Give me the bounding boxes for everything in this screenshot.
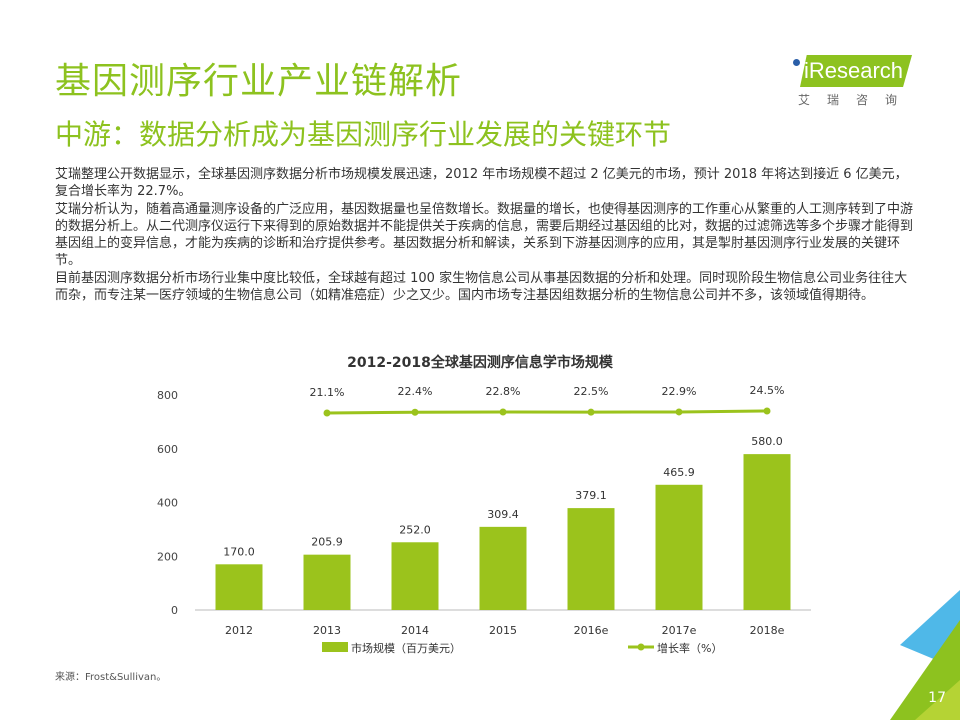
logo-cn: 艾瑞咨询 <box>798 93 915 107</box>
page-title: 基因测序行业产业链解析 <box>55 61 463 102</box>
bar-data-label: 379.1 <box>575 489 607 502</box>
growth-point <box>763 407 771 415</box>
x-tick-label: 2013 <box>313 624 341 637</box>
y-tick-label: 800 <box>157 389 178 402</box>
bar <box>303 554 351 610</box>
legend-line-marker <box>637 643 645 651</box>
corner-decoration <box>890 590 960 720</box>
bar <box>215 564 263 610</box>
growth-data-label: 22.9% <box>662 385 697 398</box>
bar <box>391 542 439 610</box>
page-subtitle: 中游：数据分析成为基因测序行业发展的关键环节 <box>55 118 672 151</box>
bar <box>479 526 527 610</box>
paragraph: 艾瑞分析认为，随着高通量测序设备的广泛应用，基因数据量也呈倍数增长。数据量的增长… <box>55 201 914 269</box>
chart-title: 2012-2018全球基因测序信息学市场规模 <box>347 355 613 371</box>
bar <box>743 454 791 610</box>
growth-data-label: 22.4% <box>398 385 433 398</box>
growth-point <box>411 408 419 416</box>
growth-point <box>323 409 331 417</box>
legend-line-label: 增长率（%） <box>657 641 722 655</box>
growth-point <box>499 408 507 416</box>
logo-dot-icon <box>793 59 800 66</box>
legend-bar-swatch <box>322 642 348 652</box>
logo-text: iResearch <box>800 55 912 87</box>
x-tick-label: 2017e <box>662 624 697 637</box>
growth-line <box>326 409 768 415</box>
y-tick-label: 200 <box>157 550 178 563</box>
bar-data-label: 170.0 <box>223 545 255 558</box>
body-text: 艾瑞整理公开数据显示，全球基因测序数据分析市场规模发展迅速，2012 年市场规模… <box>55 166 915 304</box>
x-tick-label: 2012 <box>225 624 253 637</box>
bar <box>567 508 615 610</box>
x-tick-label: 2016e <box>574 624 609 637</box>
growth-data-label: 22.8% <box>486 385 521 398</box>
paragraph: 艾瑞整理公开数据显示，全球基因测序数据分析市场规模发展迅速，2012 年市场规模… <box>55 167 908 200</box>
corner-green-shape <box>890 620 960 720</box>
growth-data-label: 24.5% <box>750 384 785 397</box>
paragraph: 目前基因测序数据分析市场行业集中度比较低，全球越有超过 100 家生物信息公司从… <box>55 270 908 304</box>
iresearch-logo: iResearch 艾瑞咨询 <box>790 55 920 107</box>
x-tick-label: 2018e <box>750 624 785 637</box>
page-number: 17 <box>928 690 946 706</box>
bar-data-label: 252.0 <box>399 523 431 536</box>
x-tick-label: 2015 <box>489 624 517 637</box>
growth-point <box>587 408 595 416</box>
corner-lime-shape <box>915 680 960 720</box>
bar-data-label: 465.9 <box>663 466 695 479</box>
legend-bar-label: 市场规模（百万美元） <box>351 641 461 655</box>
growth-point <box>675 408 683 416</box>
y-tick-label: 400 <box>157 497 178 510</box>
bar-data-label: 309.4 <box>487 508 519 521</box>
y-tick-label: 0 <box>171 604 178 617</box>
growth-data-label: 21.1% <box>310 386 345 399</box>
bar <box>655 484 703 610</box>
growth-data-label: 22.5% <box>574 385 609 398</box>
source-note: 来源：Frost&Sullivan。 <box>55 672 167 683</box>
bar-data-label: 205.9 <box>311 536 343 549</box>
bar-data-label: 580.0 <box>751 435 783 448</box>
y-tick-label: 600 <box>157 443 178 456</box>
x-tick-label: 2014 <box>401 624 429 637</box>
